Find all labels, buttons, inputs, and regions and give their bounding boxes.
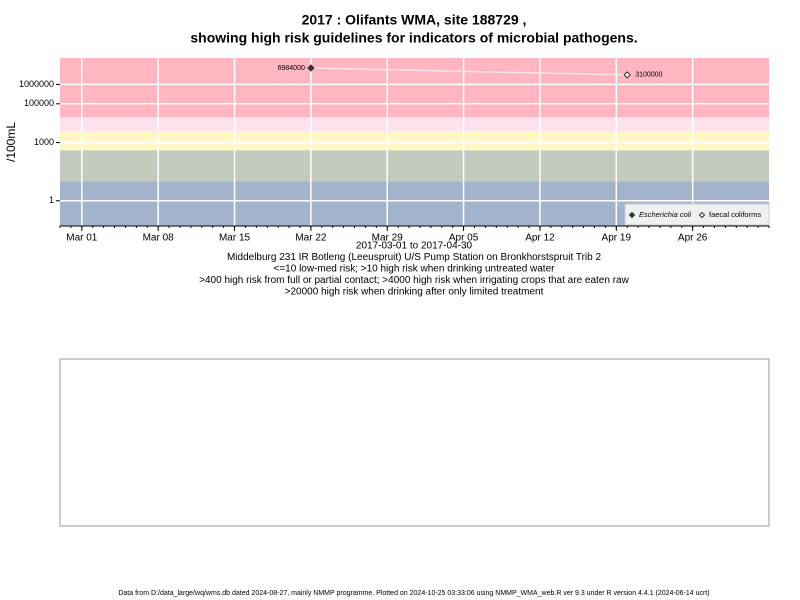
- y-tick-label: 1000000: [19, 79, 54, 89]
- x-tick-label: Mar 29: [372, 233, 404, 244]
- subtitle: 2017-03-01 to 2017-04-30: [356, 241, 473, 252]
- risk-band: [60, 130, 769, 151]
- connector-line: [310, 67, 628, 76]
- legend-box: [624, 203, 770, 226]
- subtitle: <=10 low-med risk; >10 high risk when dr…: [274, 264, 556, 275]
- y-tick-label: 1000: [34, 137, 54, 147]
- legend-marker: [698, 211, 706, 219]
- chart-title: 2017 : Olifants WMA, site 188729 ,: [302, 12, 527, 28]
- legend-marker: [628, 211, 636, 219]
- risk-band: [60, 58, 769, 118]
- data-point: [307, 64, 315, 72]
- x-tick-label: Mar 01: [66, 233, 98, 244]
- subtitle: Middelburg 231 IR Botleng (Leeuspruit) U…: [227, 252, 602, 263]
- x-tick-label: Mar 08: [143, 233, 175, 244]
- x-tick-label: Mar 22: [295, 233, 327, 244]
- y-tick-label: 100000: [24, 98, 54, 108]
- data-point: [623, 71, 631, 79]
- x-tick-label: Apr 19: [602, 233, 632, 244]
- footer: Data from D:/data_large/wq/wms.db dated …: [118, 590, 709, 597]
- x-tick-label: Apr 05: [449, 233, 479, 244]
- empty-panel: [59, 358, 770, 527]
- chart-title: showing high risk guidelines for indicat…: [190, 30, 637, 46]
- legend-label: Escherichia coli: [639, 210, 691, 219]
- legend-label: faecal coliforms: [709, 210, 761, 219]
- data-label: 6984000: [278, 65, 305, 72]
- x-tick-label: Apr 26: [678, 233, 708, 244]
- subtitle: >20000 high risk when drinking after onl…: [285, 287, 544, 298]
- x-tick-label: Apr 12: [525, 233, 555, 244]
- y-tick-label: 1: [49, 195, 54, 205]
- subtitle: >400 high risk from full or partial cont…: [199, 275, 629, 286]
- x-tick-label: Mar 15: [219, 233, 251, 244]
- risk-band: [60, 117, 769, 131]
- risk-band: [60, 150, 769, 182]
- data-label: 3100000: [635, 72, 662, 79]
- y-axis-label: /100mL: [4, 122, 18, 162]
